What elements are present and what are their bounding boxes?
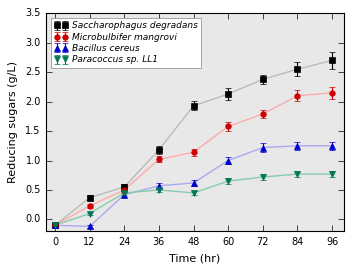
Legend: Saccharophagus degradans, Microbulbifer mangrovi, Bacillus cereus, Paracoccus sp: Saccharophagus degradans, Microbulbifer … [51, 18, 201, 68]
Y-axis label: Reducing sugars (g/L): Reducing sugars (g/L) [8, 61, 18, 183]
X-axis label: Time (hr): Time (hr) [169, 254, 221, 264]
